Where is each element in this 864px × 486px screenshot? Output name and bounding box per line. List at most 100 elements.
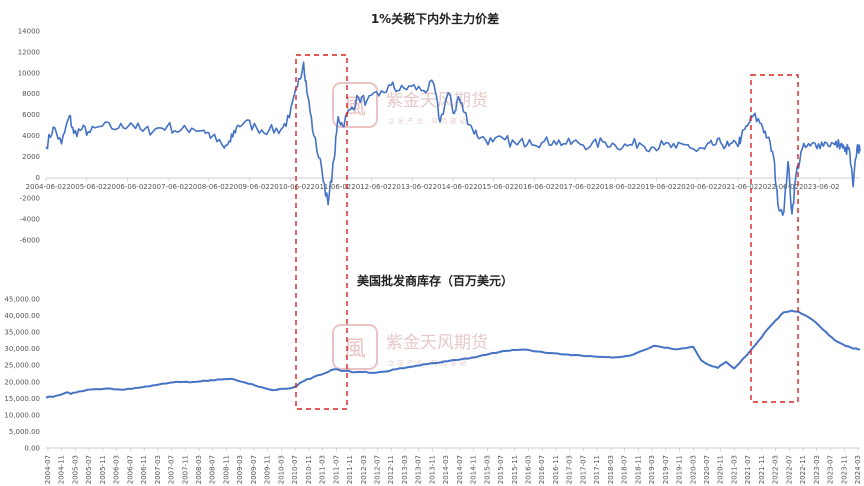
x-tick-label: 2006-06-02 <box>107 183 148 191</box>
x-tick-label: 2013-06-02 <box>392 183 433 191</box>
x-tick-label: 2009-11 <box>264 455 272 484</box>
watermark-subtext: 立足产业 风险驱动 <box>388 358 469 367</box>
x-tick-label: 2020-11 <box>717 455 725 484</box>
series-line-price-spread <box>45 61 861 217</box>
y-tick-label: 35,000.00 <box>4 329 40 337</box>
x-tick-label: 2012-03 <box>360 455 368 484</box>
y-tick-label: 0.00 <box>24 445 40 453</box>
y-tick-label: -6000 <box>20 237 40 245</box>
x-tick-label: 2011-11 <box>346 455 354 484</box>
x-tick-label: 2018-03 <box>607 455 615 484</box>
x-tick-label: 2008-11 <box>222 455 230 484</box>
x-tick-label: 2004-07 <box>44 455 52 484</box>
y-tick-label: 15,000.00 <box>4 395 40 403</box>
x-tick-label: 2004-11 <box>58 455 66 484</box>
x-tick-label: 2011-07 <box>332 455 340 484</box>
x-tick-label: 2012-06-02 <box>351 183 392 191</box>
x-tick-label: 2019-11 <box>676 455 684 484</box>
x-tick-label: 2014-03 <box>442 455 450 484</box>
y-tick-label: 25,000.00 <box>4 362 40 370</box>
x-tick-label: 2012-11 <box>387 455 395 484</box>
x-tick-label: 2010-06-02 <box>270 183 311 191</box>
x-tick-label: 2017-06-02 <box>555 183 596 191</box>
x-tick-label: 2014-07 <box>456 455 464 484</box>
y-tick-label: 45,000.00 <box>4 296 40 304</box>
x-tick-label: 2017-11 <box>593 455 601 484</box>
x-tick-label: 2022-03 <box>772 455 780 484</box>
x-tick-label: 2016-06-02 <box>514 183 555 191</box>
x-tick-label: 2005-03 <box>71 455 79 484</box>
x-tick-label: 2018-06-02 <box>595 183 636 191</box>
x-tick-label: 2010-03 <box>277 455 285 484</box>
y-tick-label: -2000 <box>20 195 40 203</box>
y-tick-label: 10,000.00 <box>4 411 40 419</box>
y-tick-label: 0 <box>36 174 40 182</box>
x-tick-label: 2005-11 <box>99 455 107 484</box>
x-tick-label: 2013-07 <box>415 455 423 484</box>
x-tick-label: 2019-03 <box>648 455 656 484</box>
y-tick-label: 12000 <box>18 48 40 56</box>
y-tick-label: 5,000.00 <box>9 428 40 436</box>
x-tick-label: 2023-11 <box>840 455 848 484</box>
x-tick-label: 2008-06-02 <box>188 183 229 191</box>
bottom-chart-axes: 45,000.00 40,000.00 35,000.00 30,000.00 25,0… <box>4 296 862 485</box>
x-tick-label: 2007-03 <box>154 455 162 484</box>
y-tick-label: 4000 <box>22 132 40 140</box>
y-tick-label: 2000 <box>22 153 40 161</box>
x-tick-label: 2021-06-02 <box>718 183 759 191</box>
x-tick-label: 2018-11 <box>634 455 642 484</box>
x-tick-label: 2024-03 <box>854 455 862 484</box>
x-tick-label: 2015-06-02 <box>473 183 514 191</box>
x-tick-label: 2022-11 <box>799 455 807 484</box>
x-tick-label: 2011-03 <box>319 455 327 484</box>
x-tick-label: 2023-06-02 <box>799 183 840 191</box>
x-tick-label: 2016-11 <box>552 455 560 484</box>
x-tick-label: 2017-03 <box>566 455 574 484</box>
x-tick-label: 2007-07 <box>168 455 176 484</box>
y-tick-label: 10000 <box>18 69 40 77</box>
y-tick-label: 40,000.00 <box>4 312 40 320</box>
x-tick-label: 2004-06-02 <box>26 183 67 191</box>
x-tick-label: 2018-07 <box>621 455 629 484</box>
x-tick-label: 2020-03 <box>689 455 697 484</box>
x-tick-label: 2009-07 <box>250 455 258 484</box>
x-tick-label: 2015-11 <box>511 455 519 484</box>
x-tick-label: 2019-06-02 <box>636 183 677 191</box>
highlight-box-2021-2022 <box>750 74 799 403</box>
chart-series <box>45 61 861 399</box>
series-line-wholesale-inventory <box>45 309 861 399</box>
x-tick-label: 2022-07 <box>785 455 793 484</box>
x-tick-label: 2007-11 <box>181 455 189 484</box>
y-tick-label: 8000 <box>22 90 40 98</box>
x-tick-label: 2008-03 <box>195 455 203 484</box>
x-tick-label: 2021-03 <box>730 455 738 484</box>
x-tick-label: 2014-06-02 <box>433 183 474 191</box>
chart-title-wholesale-inventory: 美国批发商库存（百万美元） <box>356 274 513 288</box>
x-tick-label: 2011-06-02 <box>311 183 352 191</box>
x-tick-label: 2013-03 <box>401 455 409 484</box>
x-tick-label: 2017-07 <box>579 455 587 484</box>
x-tick-label: 2009-06-02 <box>229 183 270 191</box>
chart-title-price-spread: 1%关税下内外主力价差 <box>370 12 500 26</box>
x-tick-label: 2005-07 <box>85 455 93 484</box>
x-tick-label: 2015-03 <box>483 455 491 484</box>
y-tick-label: -4000 <box>20 216 40 224</box>
x-tick-label: 2009-03 <box>236 455 244 484</box>
x-tick-label: 2006-07 <box>126 455 134 484</box>
x-tick-label: 2021-07 <box>744 455 752 484</box>
x-tick-label: 2020-07 <box>703 455 711 484</box>
x-tick-label: 2023-07 <box>827 455 835 484</box>
y-tick-label: 14000 <box>18 28 40 36</box>
x-tick-label: 2008-07 <box>209 455 217 484</box>
watermark-logo-glyph: 風 <box>344 337 366 362</box>
x-tick-label: 2014-11 <box>470 455 478 484</box>
watermark-logo <box>332 324 378 370</box>
x-tick-label: 2006-11 <box>140 455 148 484</box>
x-tick-label: 2013-11 <box>428 455 436 484</box>
x-tick-label: 2010-11 <box>305 455 313 484</box>
x-tick-label: 2007-06-02 <box>148 183 189 191</box>
x-tick-label: 2023-03 <box>813 455 821 484</box>
x-tick-label: 2006-03 <box>113 455 121 484</box>
y-tick-label: 6000 <box>22 111 40 119</box>
x-tick-label: 2020-06-02 <box>677 183 718 191</box>
